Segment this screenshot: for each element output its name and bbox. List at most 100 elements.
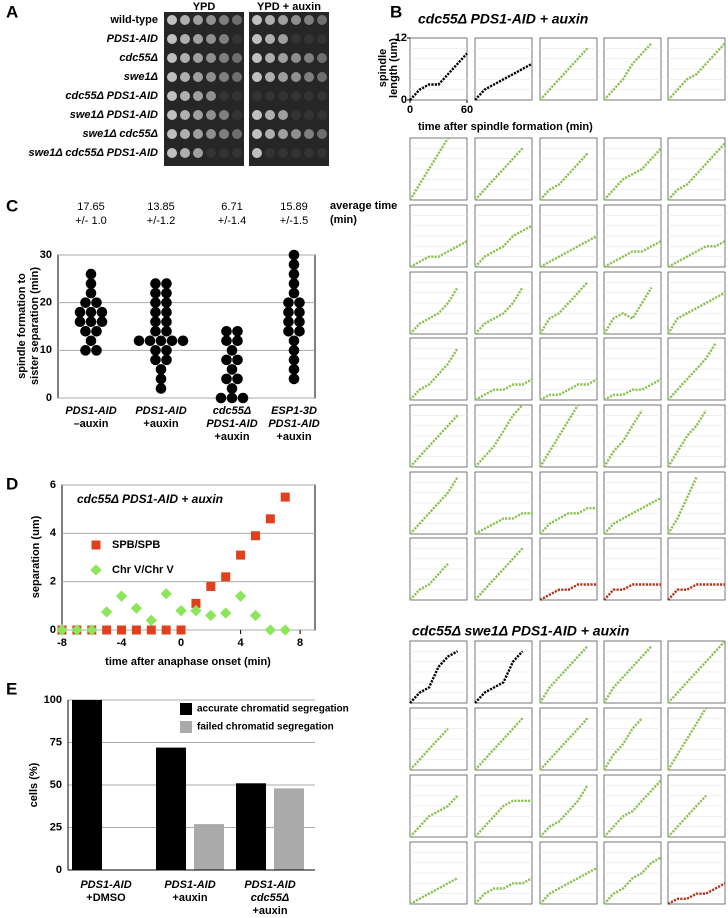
legend-label: failed chromatid segregation [197,722,334,733]
spindle-trace [539,784,589,838]
strain-label: PDS1-AID [107,33,158,45]
y-tick-label: 10 [40,344,52,356]
dot [85,335,97,347]
dot [150,354,161,366]
dot [294,306,305,318]
yeast-spot [317,34,327,44]
yeast-spot [291,148,301,158]
spindle-trace [409,286,459,335]
group-label: –auxin [74,418,109,430]
yeast-spot [232,148,242,158]
y-tick-label: 20 [40,297,52,309]
data-point [221,572,231,582]
category-label: +DMSO [86,892,126,904]
yeast-spot [265,53,275,63]
yeast-spot [265,34,275,44]
y-tick-label: 25 [50,821,62,833]
legend-marker [91,540,101,550]
yeast-spot [304,91,314,101]
yeast-spot [252,53,262,63]
yeast-spot [206,110,216,120]
x-tick-label: 0 [407,104,413,116]
yeast-spot [180,91,190,101]
bar [274,788,304,870]
yeast-spot [206,15,216,25]
dot [288,249,300,261]
data-point [265,514,275,524]
spindle-trace [539,152,589,201]
yeast-spot [219,72,229,82]
y-tick-label: 0 [50,624,56,636]
yeast-spot [180,129,190,139]
dot [221,354,232,366]
dot [161,297,172,308]
bar [194,824,224,870]
yeast-spot [265,129,275,139]
dot [155,373,167,385]
yeast-spot [304,129,314,139]
dot [232,335,243,347]
dot [288,373,300,385]
yeast-spot [167,129,177,139]
yeast-spot [304,110,314,120]
yeast-spot [219,110,229,120]
category-label: cdc55Δ [251,892,290,904]
spindle-trace [474,799,532,838]
data-point [175,605,187,617]
yeast-spot [232,15,242,25]
yeast-spot [206,53,216,63]
spindle-trace [539,378,598,402]
dot [226,364,238,375]
yeast-spot [180,53,190,63]
spindle-trace [409,347,459,401]
dot [288,364,300,375]
y-axis-label: cells (%) [28,762,40,807]
panel-letter: E [6,679,17,698]
dot [161,306,172,318]
mean-label: 13.85 [147,201,175,213]
dot [161,287,172,299]
dot [161,316,172,328]
yeast-spot [317,53,327,63]
yeast-spot [232,34,242,44]
yeast-spot [252,34,262,44]
yeast-spot [167,148,177,158]
spindle-trace [666,291,726,335]
data-point [234,590,247,602]
spindle-trace [409,240,468,269]
yeast-spot [206,34,216,44]
spindle-trace [409,650,459,704]
bar [236,783,266,870]
data-point [191,598,201,608]
data-point [250,531,260,541]
dot [161,354,172,366]
dot [150,287,161,299]
y-tick-label: 0 [401,94,407,106]
yeast-spot [252,148,262,158]
spindle-trace [666,476,698,535]
yeast-spot [167,110,177,120]
spindle-trace [667,583,725,601]
dot [74,306,86,318]
dot [294,297,305,308]
spindle-trace [474,147,524,201]
group-label: ESP1-3D [271,405,317,417]
y-tick-label: 12 [395,32,407,44]
panel-letter: D [6,474,18,493]
yeast-spot [304,72,314,82]
dot [161,278,172,289]
spindle-trace [603,147,662,201]
dot [91,297,102,308]
data-point [131,625,141,635]
spindle-trace [409,414,459,468]
legend-swatch [180,703,192,715]
yeast-spot [180,34,190,44]
yeast-spot [193,53,203,63]
y-axis-label: length (um) [388,38,400,98]
sd-label: +/- 1.0 [75,215,107,227]
dot [80,325,91,337]
yeast-spot [252,129,262,139]
mean-label: 17.65 [77,201,105,213]
spindle-trace [666,707,708,771]
